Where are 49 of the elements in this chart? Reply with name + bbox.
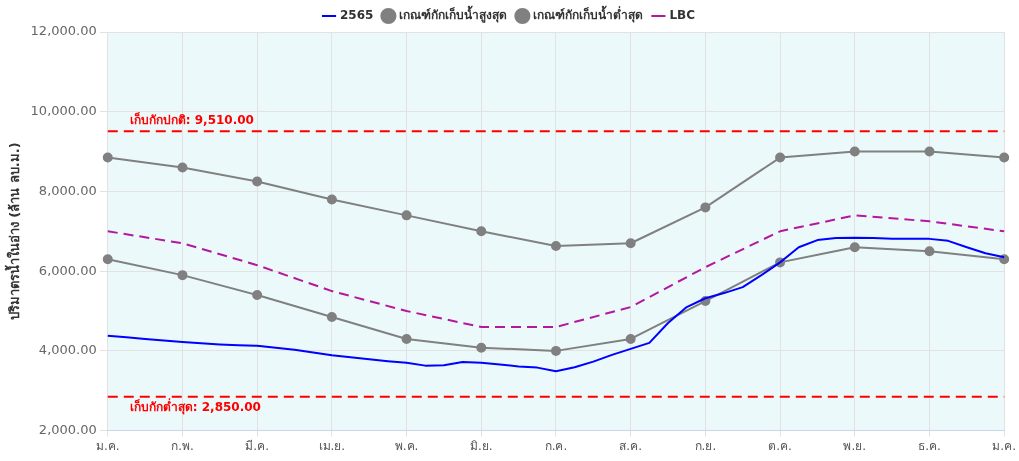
- legend-label: เกณฑ์กักเก็บน้ำต่ำสุด: [533, 5, 644, 24]
- x-tick-label: พ.ย.: [843, 438, 867, 453]
- ref-line-label: เก็บกักต่ำสุด: 2,850.00: [129, 397, 261, 415]
- point: [401, 210, 412, 221]
- point: [476, 226, 487, 237]
- x-tick-label: พ.ค.: [394, 438, 419, 453]
- y-tick-label: 12,000.00: [30, 23, 97, 39]
- x-tick-label: ก.พ.: [171, 438, 194, 453]
- point: [252, 290, 263, 301]
- x-tick-label: เม.ย.: [318, 438, 346, 453]
- x-tick-label: ธ.ค.: [918, 438, 941, 453]
- x-tick-label: ก.ค.: [544, 438, 568, 453]
- point: [177, 270, 188, 281]
- point: [102, 254, 113, 265]
- y-tick-label: 10,000.00: [30, 103, 97, 119]
- point: [924, 146, 935, 157]
- point: [700, 202, 711, 213]
- legend-label: เกณฑ์กักเก็บน้ำสูงสุด: [399, 5, 508, 24]
- point: [550, 241, 561, 252]
- point: [401, 333, 412, 344]
- point: [550, 345, 561, 356]
- x-tick-label: ม.ค.: [992, 438, 1017, 453]
- y-tick-label: 6,000.00: [38, 262, 97, 278]
- point: [924, 246, 935, 257]
- x-tick-label: ม.ค.: [95, 438, 120, 453]
- y-tick-label: 2,000.00: [38, 421, 97, 437]
- x-tick-label: มี.ค.: [245, 438, 269, 453]
- point: [102, 152, 113, 163]
- x-tick-label: มิ.ย.: [469, 438, 493, 453]
- point: [177, 162, 188, 173]
- point: [326, 194, 337, 205]
- point: [326, 312, 337, 322]
- point: [476, 342, 487, 353]
- x-tick-label: ต.ค.: [768, 438, 792, 453]
- legend-label: 2565: [340, 8, 374, 23]
- legend-label: LBC: [669, 8, 696, 23]
- x-tick-label: ส.ค.: [619, 438, 642, 453]
- y-tick-label: 8,000.00: [38, 182, 97, 198]
- point: [625, 333, 636, 344]
- point: [775, 152, 786, 163]
- point: [252, 176, 263, 187]
- point: [999, 152, 1010, 163]
- y-axis-title: ปริมาตรน้ำในอ่าง (ล้าน ลบ.ม.): [4, 142, 23, 321]
- point: [849, 146, 860, 157]
- point: [849, 242, 860, 253]
- y-tick-label: 4,000.00: [38, 342, 97, 358]
- ref-line-label: เก็บกักปกติ: 9,510.00: [129, 112, 254, 128]
- point: [625, 238, 636, 249]
- x-tick-label: ก.ย.: [694, 438, 717, 453]
